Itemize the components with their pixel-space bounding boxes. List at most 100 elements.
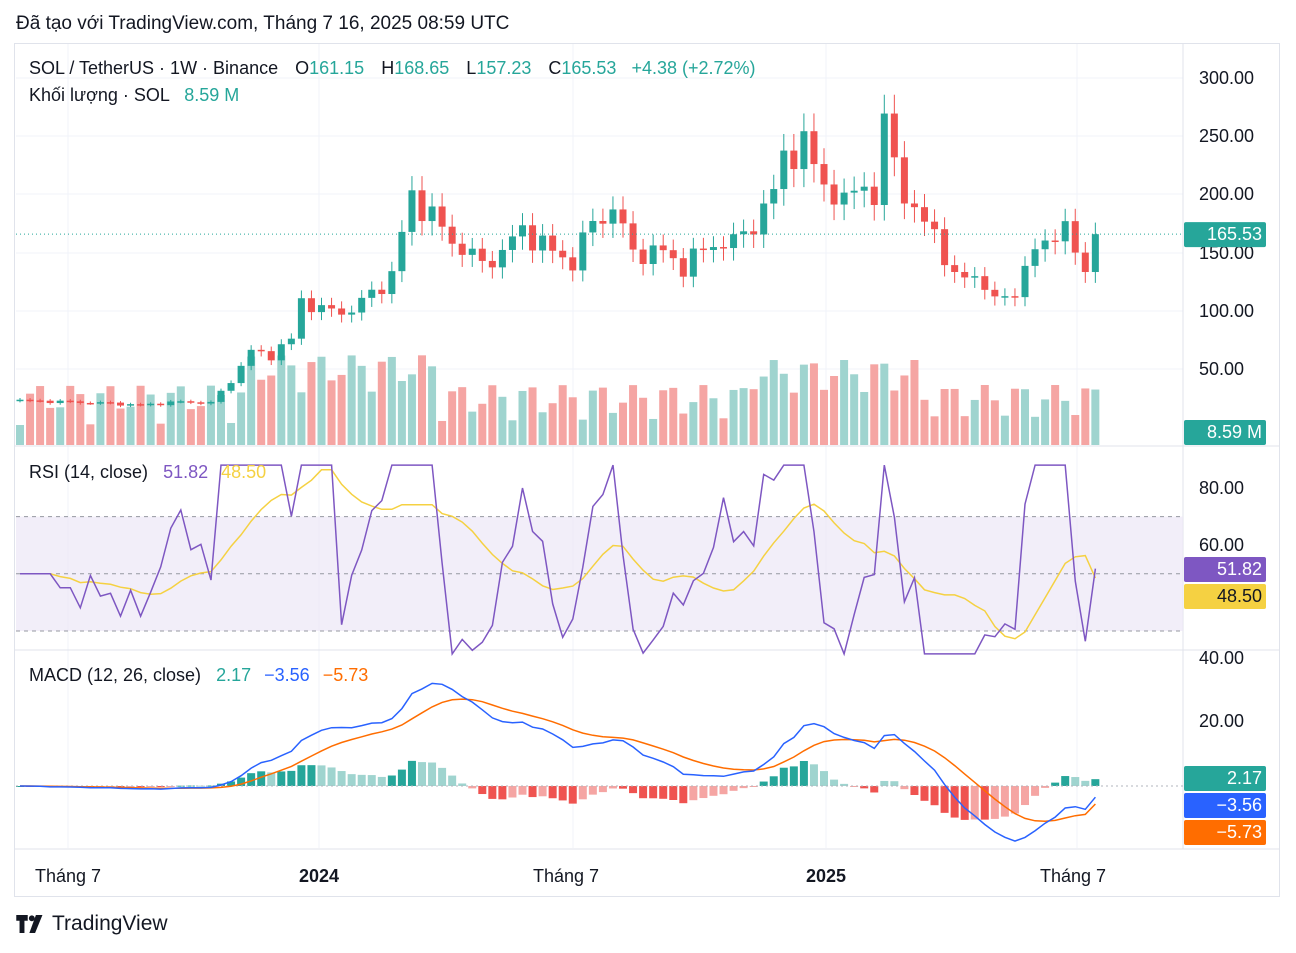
volume-bar <box>608 412 617 445</box>
last-price-badge: 165.53 <box>1207 224 1262 244</box>
volume-bar <box>548 403 557 445</box>
rsi-ma-badge: 48.50 <box>1217 586 1262 606</box>
candle-body <box>96 402 104 404</box>
macd-hist-bar <box>1031 786 1040 796</box>
volume-bar <box>639 397 648 445</box>
volume-bar <box>387 356 396 445</box>
macd-hist-bar <box>186 785 195 787</box>
macd-hist-badge-bg <box>1184 766 1266 791</box>
macd-hist-bar <box>247 773 256 786</box>
macd-hist-bar <box>920 786 929 801</box>
macd-legend: MACD (12, 26, close) 2.17 −3.56 −5.73 <box>29 665 368 686</box>
volume-bar <box>237 392 246 445</box>
volume-bar <box>217 394 225 445</box>
volume-bar <box>860 391 869 445</box>
volume-bar <box>1071 415 1080 445</box>
macd-hist-bar <box>428 762 437 786</box>
macd-hist-bar <box>307 765 316 786</box>
volume-bar <box>1081 388 1090 445</box>
candle-body <box>539 235 547 251</box>
candle-body <box>991 289 999 297</box>
candle-body <box>36 400 44 402</box>
volume-bar <box>126 406 135 445</box>
macd-hist-bar <box>317 765 326 786</box>
candle-body <box>307 298 315 313</box>
candle-body <box>629 223 637 250</box>
tradingview-logo[interactable]: TradingView <box>16 912 168 936</box>
candle-body <box>328 305 336 309</box>
macd-tick-label: 20.00 <box>1199 711 1244 731</box>
macd-hist-bar <box>820 771 828 786</box>
macd-label[interactable]: MACD (12, 26, close) <box>29 665 202 685</box>
candle-body <box>66 400 74 403</box>
candle-body <box>378 289 386 295</box>
rsi-band <box>16 516 1183 631</box>
volume-bar <box>367 391 376 445</box>
rsi-label[interactable]: RSI (14, close) <box>29 462 149 482</box>
volume-bar <box>96 393 105 445</box>
candle-body <box>56 400 64 404</box>
volume-bar <box>277 355 286 445</box>
volume-bar <box>769 360 778 445</box>
volume-bar <box>1031 416 1040 445</box>
macd-hist-bar <box>488 786 497 799</box>
candle-body <box>750 231 758 235</box>
volume-bar <box>196 406 205 445</box>
volume-bar <box>76 394 85 445</box>
volume-bar <box>930 416 939 445</box>
candle-body <box>659 245 667 251</box>
macd-hist-bar <box>1071 777 1080 786</box>
macd-hist-bar <box>639 786 648 799</box>
price-legend: SOL / TetherUS · 1W · Binance O161.15 H1… <box>29 58 756 79</box>
macd-hist-bar <box>257 771 266 786</box>
volume-bar <box>809 363 818 445</box>
close-label: C <box>548 58 562 78</box>
symbol-label[interactable]: SOL / TetherUS · 1W · Binance <box>29 58 279 78</box>
volume-bar <box>397 381 406 445</box>
candle-body <box>26 399 34 402</box>
candle-body <box>730 234 738 249</box>
candle-body <box>709 247 717 250</box>
candle-body <box>519 225 526 237</box>
candle-body <box>760 203 768 235</box>
volume-bar <box>910 360 919 445</box>
volume-bar <box>377 361 386 445</box>
macd-hist-bar <box>1091 779 1100 786</box>
volume-bar <box>428 366 437 445</box>
volume-bar <box>719 418 728 445</box>
volume-bar <box>418 355 426 445</box>
macd-hist-bar <box>277 771 286 786</box>
macd-hist-bar <box>508 786 517 798</box>
macd-hist-badge: 2.17 <box>1227 768 1262 788</box>
candle-body <box>287 338 295 345</box>
volume-bar <box>1021 389 1029 445</box>
candle-body <box>147 403 155 406</box>
candle-body <box>217 390 225 402</box>
candle-body <box>46 400 54 404</box>
price-tick-label: 200.00 <box>1199 184 1254 204</box>
volume-bar <box>36 386 45 445</box>
macd-hist-bar <box>468 786 477 789</box>
rsi-legend: RSI (14, close) 51.82 48.50 <box>29 462 266 483</box>
macd-hist-bar <box>799 760 808 786</box>
candle-body <box>127 404 135 406</box>
candle-body <box>609 209 617 224</box>
volume-bar <box>649 418 658 445</box>
volume-bar <box>66 385 75 445</box>
macd-hist-bar <box>176 785 185 787</box>
candle-body <box>579 232 587 271</box>
macd-hist-bar <box>438 767 447 786</box>
candle-body <box>1021 265 1029 298</box>
volume-bar <box>186 409 195 445</box>
volume-bar <box>960 416 969 445</box>
macd-hist-bar <box>759 781 768 786</box>
candle-body <box>931 221 939 230</box>
candle-body <box>820 164 828 185</box>
candle-body <box>639 249 647 264</box>
volume-label[interactable]: Khối lượng · SOL <box>29 85 170 105</box>
macd-hist-bar <box>870 786 879 793</box>
rsi-badge-bg <box>1184 557 1266 582</box>
macd-hist-bar <box>116 786 125 788</box>
volume-bar <box>689 402 698 445</box>
